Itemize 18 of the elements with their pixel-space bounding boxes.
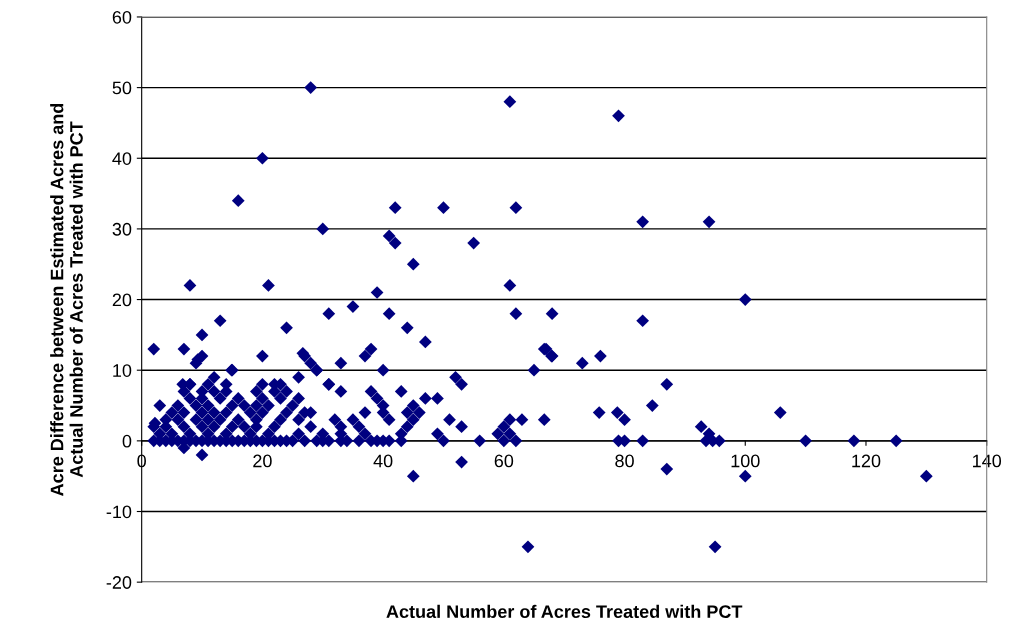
x-tick-label: 140: [973, 454, 1002, 468]
y-tick-label: 10: [113, 364, 132, 377]
y-tick-label: 30: [112, 222, 132, 236]
x-axis-title: Actual Number of Acres Treated with PCT: [386, 604, 743, 619]
y-tick-label: 60: [112, 10, 132, 24]
y-tick-label: 50: [112, 81, 132, 95]
x-tick-label: 100: [731, 454, 760, 468]
x-tick-label: 20: [253, 454, 272, 468]
y-tick-label: 20: [112, 293, 132, 307]
x-tick-label: 120: [852, 454, 881, 468]
x-tick-label: 40: [373, 454, 393, 468]
y-tick-label: 40: [112, 152, 132, 165]
y-tick-label: -20: [106, 576, 132, 589]
y-axis-title: Acre Difference between Estimated Acres and Actual Number of Acres Treated with PCT: [50, 103, 83, 496]
y-tick-label: 0: [122, 434, 132, 448]
x-tick-label: 80: [615, 454, 634, 468]
y-tick-label: -10: [106, 505, 132, 519]
x-tick-label: 60: [494, 454, 514, 468]
